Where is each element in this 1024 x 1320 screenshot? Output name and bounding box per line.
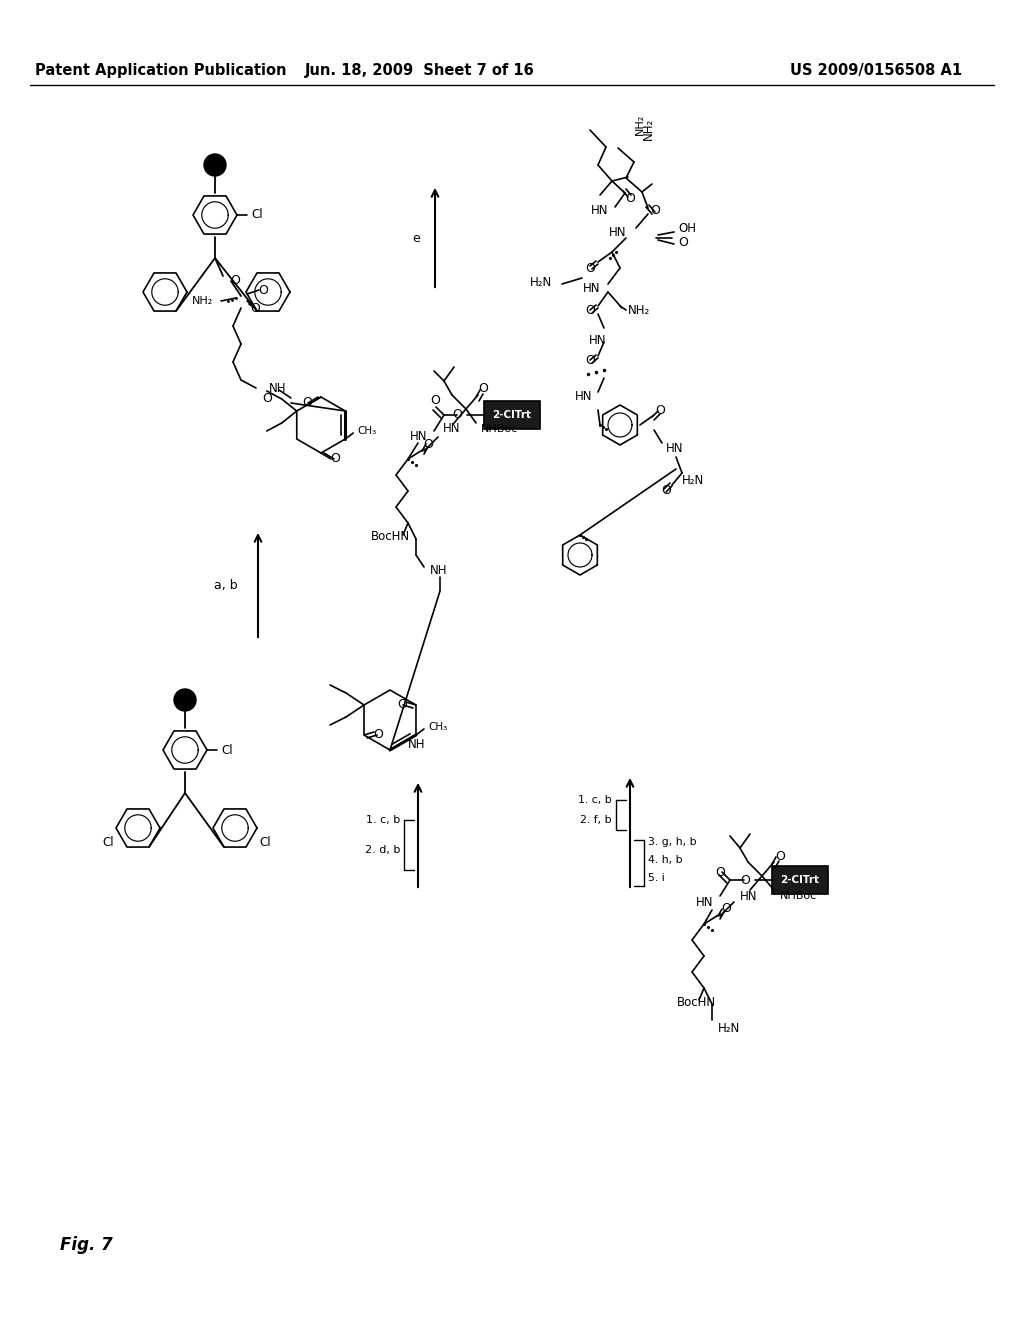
Text: O: O: [330, 451, 340, 465]
Text: Fig. 7: Fig. 7: [60, 1236, 113, 1254]
Text: O: O: [423, 438, 433, 451]
Text: O: O: [250, 301, 260, 314]
Text: O: O: [662, 483, 671, 496]
Text: HN: HN: [591, 205, 608, 218]
Text: HN: HN: [608, 226, 626, 239]
Text: O: O: [585, 261, 595, 275]
Text: NH: NH: [269, 381, 287, 395]
Text: O: O: [478, 383, 488, 396]
Text: Cl: Cl: [259, 837, 270, 850]
Circle shape: [204, 154, 226, 176]
Text: 2. d, b: 2. d, b: [365, 845, 400, 855]
Text: HN: HN: [589, 334, 607, 347]
Text: O: O: [397, 698, 407, 711]
Text: O: O: [721, 903, 731, 916]
Text: O: O: [430, 393, 440, 407]
Text: HN: HN: [443, 422, 461, 436]
Text: a, b: a, b: [214, 578, 238, 591]
Text: US 2009/0156508 A1: US 2009/0156508 A1: [790, 62, 963, 78]
Text: O: O: [230, 273, 240, 286]
Text: 1. c, b: 1. c, b: [366, 814, 400, 825]
Text: O: O: [302, 396, 312, 408]
Text: O: O: [258, 285, 268, 297]
FancyBboxPatch shape: [484, 401, 540, 429]
Text: NH: NH: [430, 565, 447, 578]
Text: CH₃: CH₃: [428, 722, 447, 733]
Text: HN: HN: [410, 430, 427, 444]
Text: 2-ClTrt: 2-ClTrt: [493, 411, 531, 420]
Text: O: O: [453, 408, 462, 421]
Text: O: O: [373, 729, 383, 742]
Text: OH: OH: [678, 222, 696, 235]
Text: NH₂: NH₂: [641, 117, 654, 140]
Text: O: O: [715, 866, 725, 879]
Text: NH₂: NH₂: [191, 296, 213, 306]
Text: CH₃: CH₃: [357, 426, 377, 436]
Text: H₂N: H₂N: [682, 474, 705, 487]
Text: NH: NH: [408, 738, 426, 751]
Text: Patent Application Publication: Patent Application Publication: [35, 62, 287, 78]
Text: NHBoc: NHBoc: [481, 424, 518, 434]
Text: BocHN: BocHN: [371, 531, 410, 544]
Text: 5. i: 5. i: [648, 873, 665, 883]
Text: 4. h, b: 4. h, b: [648, 855, 683, 865]
Text: O: O: [650, 203, 659, 216]
Text: O: O: [740, 874, 750, 887]
Text: O: O: [585, 304, 595, 317]
Text: H₂N: H₂N: [529, 276, 552, 289]
Text: HN: HN: [695, 895, 713, 908]
Text: NHBoc: NHBoc: [780, 891, 817, 902]
Text: HN: HN: [740, 890, 758, 903]
Text: Cl: Cl: [251, 209, 262, 222]
Text: O: O: [678, 235, 688, 248]
Text: 3. g, h, b: 3. g, h, b: [648, 837, 696, 847]
Text: e: e: [413, 231, 420, 244]
Text: O: O: [775, 850, 785, 862]
Text: O: O: [585, 354, 595, 367]
Text: HN: HN: [666, 442, 683, 455]
Text: NH₂: NH₂: [628, 304, 650, 317]
Text: BocHN: BocHN: [677, 995, 716, 1008]
Text: O: O: [655, 404, 665, 417]
FancyBboxPatch shape: [772, 866, 828, 894]
Circle shape: [174, 689, 196, 711]
Text: Jun. 18, 2009  Sheet 7 of 16: Jun. 18, 2009 Sheet 7 of 16: [305, 62, 535, 78]
Text: 2-ClTrt: 2-ClTrt: [780, 875, 819, 884]
Text: 1. c, b: 1. c, b: [579, 795, 612, 805]
Text: Cl: Cl: [102, 837, 114, 850]
Text: HN: HN: [574, 389, 592, 403]
Text: 2. f, b: 2. f, b: [581, 814, 612, 825]
Text: O: O: [625, 193, 635, 206]
Text: NH₂: NH₂: [635, 114, 645, 135]
Text: H₂N: H₂N: [718, 1022, 740, 1035]
Text: HN: HN: [583, 281, 600, 294]
Text: O: O: [262, 392, 271, 405]
Text: Cl: Cl: [221, 743, 232, 756]
